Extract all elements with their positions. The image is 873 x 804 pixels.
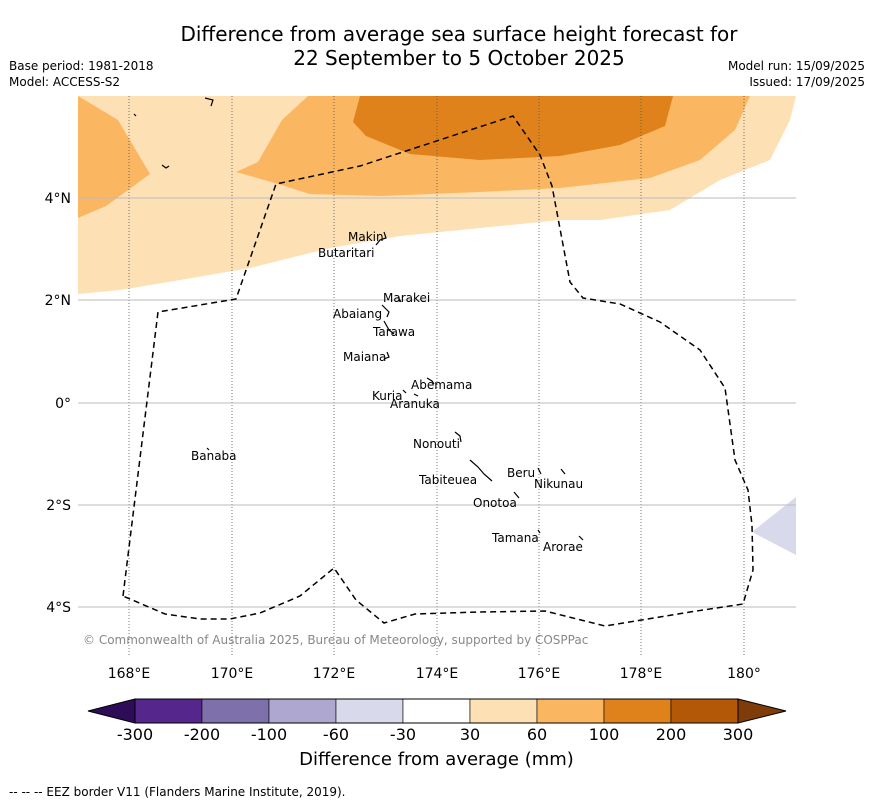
title-line-1: Difference from average sea surface heig… [180,22,738,46]
contour-100-200 [353,96,673,160]
base-period: Base period: 1981-2018 [9,59,154,73]
model-name: Model: ACCESS-S2 [9,75,121,89]
colorbar-cell [402,698,471,724]
island-tamana-shape [537,529,541,534]
label-marakei: Marakei [383,291,430,305]
issued-date: Issued: 17/09/2025 [749,75,865,89]
label-beru: Beru [507,466,535,480]
label-kuria: Kuria [372,389,403,403]
label-tarawa: Tarawa [372,325,415,339]
gridlines [78,96,796,656]
island-makin-shape [375,231,387,246]
lat-label-2s: 2°S [46,498,71,514]
colorbar-tick-label: 300 [723,725,754,744]
island-labels: Makin Butaritari Marakei Abaiang Tarawa … [191,230,583,554]
colorbar-cell [268,698,337,724]
label-butaritari: Butaritari [318,246,375,260]
colorbar-tick-label: -300 [117,725,153,744]
longitude-axis: 168°E 170°E 172°E 174°E 176°E 178°E 180° [108,666,761,682]
credit-text: © Commonwealth of Australia 2025, Bureau… [83,633,588,647]
islands [133,97,584,541]
colorbar-tick-label: -30 [390,725,416,744]
eez-footnote: -- -- -- EEZ border V11 (Flanders Marine… [9,785,346,799]
lon-label-178e: 178°E [620,666,663,682]
label-banaba: Banaba [191,449,237,463]
contour-60-100-west [78,96,150,218]
label-nonouti: Nonouti [413,437,460,451]
colorbar-tick-label: 200 [656,725,687,744]
run-info: Model run: 15/09/2025 Issued: 17/09/2025 [728,58,865,90]
label-abaiang: Abaiang [333,307,382,321]
colorbar-extend-high [737,698,787,724]
title-line-2: 22 September to 5 October 2025 [293,46,625,70]
colorbar-cell [469,698,538,724]
model-run: Model run: 15/09/2025 [727,59,865,73]
lon-label-174e: 174°E [416,666,459,682]
colorbar-tick-label: 30 [460,725,480,744]
island-tabiteuea-shape [469,459,493,482]
colorbar-cell [134,698,203,724]
contour-negative-30-60 [752,497,796,555]
lon-label-176e: 176°E [518,666,561,682]
island-banaba-shape [206,447,210,451]
map-title: Difference from average sea surface heig… [0,22,873,70]
lat-label-0: 0° [55,396,71,412]
island-kuria-shape [402,389,407,394]
lat-label-4n: 4°N [45,191,71,207]
lon-label-168e: 168°E [108,666,151,682]
colorbar-tick-label: -60 [323,725,349,744]
label-abemama: Abemama [411,378,472,392]
lat-label-4s: 4°S [46,600,71,616]
lat-label-2n: 2°N [45,293,71,309]
island-marakei-shape [397,296,402,303]
colorbar-tick-label: 60 [527,725,547,744]
label-tamana: Tamana [491,531,539,545]
colorbar-tick-label: -100 [251,725,287,744]
colorbar-frame [134,698,739,724]
colorbar-tick-label: -200 [184,725,220,744]
latitude-axis: 4°N 2°N 0° 2°S 4°S [45,191,72,616]
label-onotoa: Onotoa [473,496,517,510]
colorbar: -300 -200 -100 -60 -30 30 60 100 200 300 [87,698,787,744]
colorbar-cell [536,698,605,724]
colorbar-cell [201,698,270,724]
lon-label-180: 180° [727,666,761,682]
colorbar-extend-low [87,698,136,724]
island-arorae-shape [578,535,584,541]
base-info: Base period: 1981-2018 Model: ACCESS-S2 [9,58,154,90]
island-nikunau-shape [560,468,566,475]
colorbar-cell [603,698,672,724]
island-nonouti-shape [454,431,462,443]
island-onotoa-shape [513,491,520,499]
coast-fragment-west [133,113,170,169]
colorbar-cell [335,698,404,724]
lon-label-170e: 170°E [211,666,254,682]
island-maiana-shape [383,351,390,360]
colorbar-title: Difference from average (mm) [299,749,574,770]
colorbar-tick-label: 100 [589,725,620,744]
label-aranuka: Aranuka [390,397,440,411]
label-tabiteuea: Tabiteuea [418,473,477,487]
lon-label-172e: 172°E [313,666,356,682]
label-arorae: Arorae [543,540,583,554]
island-aranuka-shape [413,393,419,397]
label-maiana: Maiana [343,350,386,364]
island-abaiang-shape [381,304,390,318]
island-tarawa-shape [383,320,395,335]
island-beru-shape [537,467,542,475]
island-abemama-shape [426,377,435,385]
coast-fragment-north [204,97,214,107]
colorbar-cell [670,698,739,724]
label-nikunau: Nikunau [534,477,583,491]
label-makin: Makin [348,230,384,244]
